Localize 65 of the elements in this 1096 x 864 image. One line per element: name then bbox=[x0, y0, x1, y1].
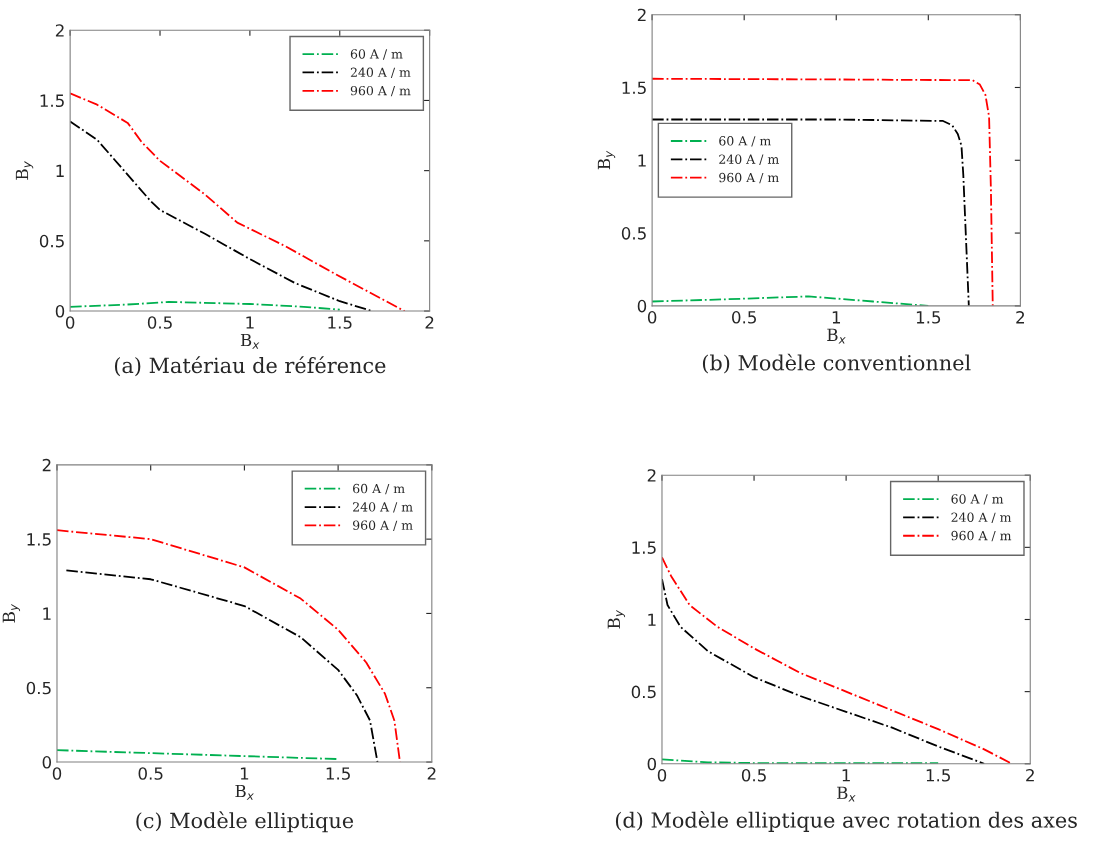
x-tick-label: 0.5 bbox=[138, 767, 163, 780]
y-tick-label: 0.5 bbox=[621, 227, 646, 240]
x-axis-title: B$_{x}$ bbox=[235, 784, 254, 800]
legend-label: 960 A / m bbox=[352, 520, 413, 531]
x-tick-label: 1.5 bbox=[326, 767, 350, 780]
x-tick-label: 2 bbox=[1026, 768, 1034, 782]
y-tick-label: 0 bbox=[637, 299, 647, 313]
x-tick-label: 0.5 bbox=[147, 316, 172, 329]
y-tick-label: 1 bbox=[43, 607, 51, 620]
x-tick-label: 1 bbox=[240, 767, 249, 780]
y-tick-label: 0.5 bbox=[631, 685, 656, 699]
x-axis-title: B$_{x}$ bbox=[827, 328, 846, 344]
legend-label: 60 A / m bbox=[719, 136, 771, 147]
text: (d) Modèle elliptique avec rotation des axes bbox=[615, 810, 1077, 832]
y-axis-title: B$_{y}$ bbox=[2, 603, 21, 623]
legend-label: 240 A / m bbox=[350, 67, 411, 78]
line-series bbox=[661, 556, 1013, 764]
legend-label: 60 A / m bbox=[353, 483, 405, 495]
x-tick-label: 2 bbox=[425, 316, 434, 329]
legend-label: 960 A / m bbox=[951, 530, 1012, 542]
y-tick-label: 1.5 bbox=[27, 533, 51, 546]
y-tick-label: 0 bbox=[647, 757, 657, 771]
legend-label: 240 A / m bbox=[719, 154, 779, 165]
y-axis-title: B$_{y}$ bbox=[15, 161, 34, 180]
y-tick-label: 2 bbox=[55, 24, 64, 37]
text: (c) Modèle elliptique bbox=[136, 811, 354, 833]
x-tick-label: 0.5 bbox=[741, 768, 766, 782]
x-tick-label: 0 bbox=[657, 768, 667, 782]
legend-label: 60 A / m bbox=[350, 49, 403, 60]
text: (b) Modèle conventionnel bbox=[702, 353, 971, 374]
legend-label: 240 A / m bbox=[353, 502, 413, 513]
x-tick-label: 2 bbox=[1016, 311, 1025, 324]
x-tick-label: 1.5 bbox=[328, 316, 352, 329]
x-tick-label: 1.5 bbox=[926, 769, 950, 782]
y-tick-label: 2 bbox=[647, 469, 656, 482]
y-tick-label: 1.5 bbox=[622, 81, 646, 95]
y-tick-label: 1 bbox=[648, 613, 656, 626]
x-tick-label: 0 bbox=[65, 316, 75, 329]
line-series bbox=[652, 77, 994, 306]
y-tick-label: 2 bbox=[42, 458, 51, 472]
legend-label: 960 A / m bbox=[350, 85, 411, 97]
x-tick-label: 0.5 bbox=[732, 311, 756, 324]
y-tick-label: 1.5 bbox=[632, 541, 656, 554]
line-series bbox=[70, 301, 341, 311]
y-tick-label: 1 bbox=[56, 164, 64, 177]
legend-label: 240 A / m bbox=[951, 512, 1012, 523]
text: (a) Matériau de référence bbox=[114, 356, 386, 377]
legend-label: 960 A / m bbox=[719, 172, 779, 184]
x-axis-title: B$_{x}$ bbox=[837, 786, 856, 802]
x-tick-label: 1.5 bbox=[916, 311, 941, 324]
x-tick-label: 1 bbox=[842, 769, 850, 782]
x-tick-label: 2 bbox=[427, 767, 436, 780]
legend-label: 60 A / m bbox=[951, 494, 1004, 505]
y-tick-label: 0.5 bbox=[26, 681, 51, 695]
y-tick-label: 1 bbox=[638, 154, 646, 167]
y-tick-label: 1.5 bbox=[40, 94, 64, 108]
y-axis-title: B$_{y}$ bbox=[607, 609, 626, 629]
y-tick-label: 0.5 bbox=[39, 234, 64, 248]
y-axis-title: B$_{y}$ bbox=[597, 150, 616, 170]
x-axis-title: B$_{x}$ bbox=[240, 333, 260, 349]
y-tick-label: 0 bbox=[42, 756, 52, 769]
line-series bbox=[652, 118, 970, 306]
x-tick-label: 1 bbox=[832, 311, 841, 324]
x-tick-label: 1 bbox=[246, 316, 254, 329]
y-tick-label: 2 bbox=[637, 8, 646, 22]
